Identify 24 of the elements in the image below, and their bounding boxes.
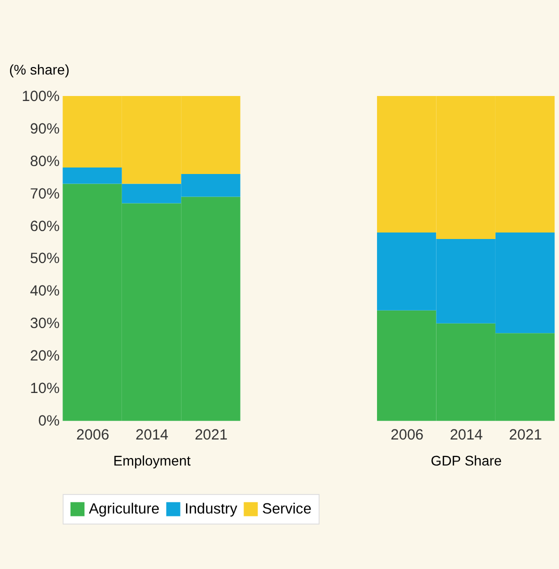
y-tick-label: 70% (30, 186, 60, 202)
legend-label: Service (262, 502, 312, 518)
y-tick-label: 50% (30, 251, 60, 268)
y-tick-label: 60% (30, 218, 60, 235)
x-axis-title: Employment (113, 452, 191, 469)
y-axis-title: (% share) (9, 62, 70, 78)
x-tick-label: 2014 (450, 428, 483, 444)
x-tick-label: 2006 (76, 428, 110, 444)
y-tick-label: 90% (30, 121, 60, 138)
y-tick-label: 10% (30, 381, 60, 398)
x-tick-label: 2021 (194, 428, 228, 444)
x-tick-label: 2006 (390, 428, 424, 444)
x-tick-label: 2021 (509, 428, 542, 444)
y-tick-label: 30% (30, 316, 60, 332)
x-axis-title: GDP Share (430, 452, 502, 469)
y-tick-label: 80% (30, 154, 60, 170)
y-tick-label: 40% (30, 284, 60, 300)
y-tick-label: 100% (22, 88, 60, 105)
legend-label: Industry (184, 502, 238, 518)
legend-label: Agriculture (88, 502, 160, 518)
y-tick-label: 20% (30, 348, 60, 365)
y-tick-label: 0% (38, 414, 60, 430)
bar (62, 168, 122, 184)
x-tick-label: 2014 (135, 428, 168, 444)
